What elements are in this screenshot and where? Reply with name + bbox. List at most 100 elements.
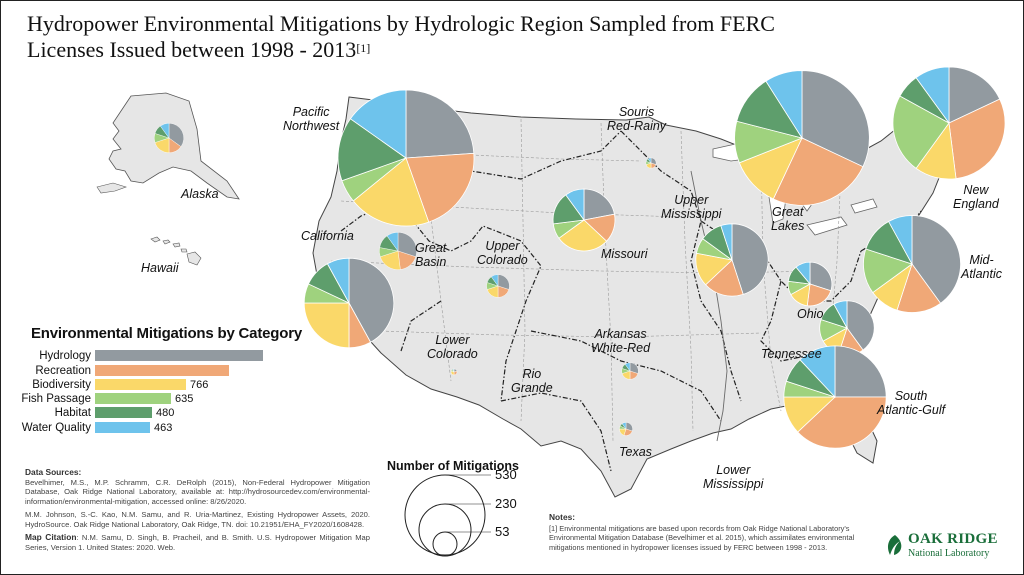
category-value: 480 [156,407,175,419]
region-label-arkansas-white-red: Arkansas White-Red [591,327,651,355]
pie-slice-water-quality [326,257,350,304]
pie-slice-water-quality [349,89,407,159]
mississippi-river [690,170,728,442]
pie-slice-water-quality [624,362,631,372]
notes: Notes: [1] Environmental mitigations are… [549,512,879,552]
pie-pacific-northwest [337,89,475,227]
pie-alaska [154,123,184,153]
sources-ref-2: M.M. Johnson, S.-C. Kao, N.M. Samu, and … [25,510,370,529]
pie-slice-hydrology [397,232,417,258]
region-label-mid-atlantic: Mid- Atlantic [961,253,1002,281]
pie-slice-fish-passage [892,95,950,169]
region-label-great-lakes: Great Lakes [771,205,805,233]
category-bar [95,365,229,376]
category-value: 766 [190,379,209,391]
region-label-upper-mississippi: Upper Mississippi [661,193,722,221]
pie-slice-water-quality [720,223,733,261]
pie-slice-hydrology [348,257,395,343]
pie-souris-red-rainy [645,157,657,169]
notes-heading: Notes: [549,512,576,522]
pie-new-england [892,66,1006,180]
pie-missouri [552,188,616,252]
category-label: Habitat [54,407,91,419]
category-label: Biodiversity [32,379,91,391]
pie-slice-hydrology [583,188,615,221]
pie-slice-biodiversity [352,157,430,227]
pie-slice-hydrology [801,70,870,168]
category-label: Water Quality [21,422,91,434]
data-sources: Data Sources: Bevelhimer, M.S., M.P. Sch… [25,467,371,556]
region-label-great-basin: Great Basin [415,241,447,269]
hawaii-land [150,236,202,266]
region-label-ohio: Ohio [797,307,824,321]
pie-slice-recreation [705,259,744,297]
pie-california [303,257,395,349]
pie-texas [619,422,633,436]
pie-slice-water-quality [888,215,913,265]
logo-text-sub: National Laboratory [908,548,990,559]
size-legend-title: Number of Mitigations [387,459,519,473]
pie-slice-biodiversity [558,219,608,252]
oak-ridge-logo: OAK RIDGE National Laboratory [884,531,1004,561]
category-label: Recreation [35,365,91,377]
pie-upper-colorado [486,274,510,298]
category-row-fish-passage: Fish Passage 635 [1,392,301,406]
region-label-rio-grande: Rio Grande [511,367,553,395]
region-label-alaska: Alaska [181,187,219,201]
pie-slice-water-quality [490,274,499,287]
pie-slice-water-quality [795,261,811,286]
pie-slice-water-quality [386,232,399,252]
leaf-icon [887,535,902,555]
region-label-texas: Texas [619,445,652,459]
pie-upper-mississippi [695,223,769,297]
pie-layer [154,66,1006,449]
category-bar [95,379,186,390]
pie-slice-water-quality [765,70,803,140]
pie-slice-water-quality [915,66,950,125]
pie-slice-water-quality [565,188,585,222]
region-label-south-atlantic-gulf: South Atlantic-Gulf [877,389,946,417]
region-label-lower-colorado: Lower Colorado [427,333,478,361]
region-label-tennessee: Tennessee [761,347,822,361]
pie-great-lakes [734,70,870,206]
category-bar [95,407,152,418]
logo-text-main: OAK RIDGE [908,531,998,547]
pie-slice-hydrology [168,123,184,147]
pie-slice-recreation [797,396,887,449]
category-bar [95,350,263,361]
pie-slice-recreation [948,98,1006,180]
pie-arkansas-white-red [621,362,639,380]
pie-slice-hydrology [809,261,833,292]
pie-slice-hydrology [846,300,875,351]
pie-ohio [787,261,833,307]
pie-slice-water-quality [647,157,652,164]
region-label-missouri: Missouri [601,247,648,261]
pie-slice-hydrology [731,223,769,295]
region-label-new-england: New England [953,183,999,211]
pie-slice-water-quality [621,422,627,430]
category-bar [95,422,150,433]
size-legend-label-230: 230 [495,496,517,511]
region-label-upper-colorado: Upper Colorado [477,239,528,267]
pie-slice-hydrology [911,215,961,304]
category-row-water-quality: Water Quality 463 [1,421,301,435]
region-label-lower-mississippi: Lower Mississippi [703,463,764,491]
pie-slice-biodiversity [303,302,350,349]
size-legend-label-530: 530 [495,467,517,482]
pie-slice-habitat [337,118,407,182]
pie-slice-hydrology [834,345,887,398]
pie-slice-water-quality [160,123,170,139]
map-citation: Map Citation: N.M. Samu, D. Singh, B. Pr… [25,532,371,552]
sources-ref-1: Bevelhimer, M.S., M.P. Schramm, C.R. DeR… [25,477,370,506]
category-legend-title: Environmental Mitigations by Category [31,325,302,342]
pie-slice-hydrology [948,66,1001,124]
pie-slice-water-quality [799,345,836,399]
region-label-hawaii: Hawaii [141,261,179,275]
category-label: Hydrology [39,350,91,362]
region-label-pacific-northwest: Pacific Northwest [283,105,340,133]
pie-slice-hydrology [405,89,475,159]
pie-slice-water-quality [452,368,455,373]
region-label-souris-red-rainy: Souris Red-Rainy [607,105,667,133]
